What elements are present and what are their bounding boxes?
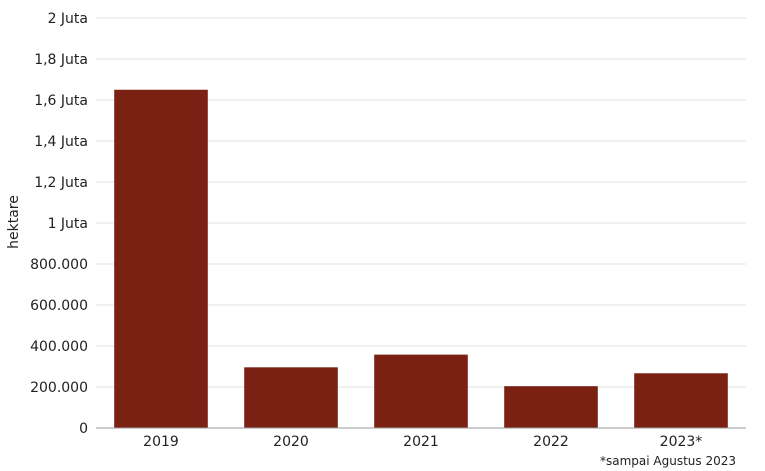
footnote: *sampai Agustus 2023 (600, 454, 736, 468)
bar-2022 (504, 386, 598, 428)
y-tick-label: 400.000 (30, 339, 88, 355)
y-tick-label: 1,4 Juta (34, 134, 88, 150)
bars (114, 89, 728, 428)
y-tick-label: 600.000 (30, 298, 88, 314)
bar-2021 (374, 354, 468, 428)
y-tick-label: 2 Juta (48, 11, 88, 27)
x-tick-label: 2022 (533, 434, 569, 450)
bar-2020 (244, 367, 338, 428)
y-tick-label: 1,2 Juta (34, 175, 88, 191)
x-tick-label: 2023* (660, 434, 703, 450)
x-tick-label: 2019 (143, 434, 179, 450)
bar-2023 (634, 373, 728, 428)
y-tick-label: 1,8 Juta (34, 52, 88, 68)
y-tick-label: 200.000 (30, 380, 88, 396)
x-tick-label: 2021 (403, 434, 439, 450)
y-tick-label: 1,6 Juta (34, 93, 88, 109)
bar-2019 (114, 89, 208, 428)
y-tick-label: 800.000 (30, 257, 88, 273)
y-axis-label: hektare (6, 195, 22, 249)
y-tick-label: 0 (79, 421, 88, 437)
y-tick-label: 1 Juta (48, 216, 88, 232)
y-axis-ticks: 0 200.000 400.000 600.000 800.000 1 Juta 1,2 J… (30, 11, 88, 437)
x-tick-label: 2020 (273, 434, 309, 450)
x-axis-ticks: 2019 2020 2021 2022 2023* (143, 434, 702, 450)
